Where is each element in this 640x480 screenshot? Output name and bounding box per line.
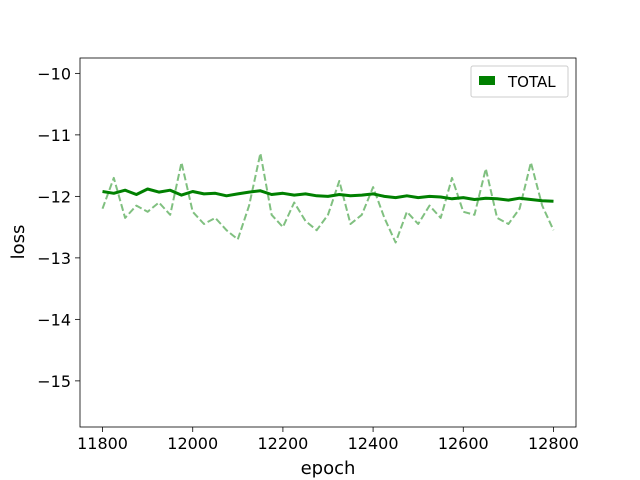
series-layer [101, 152, 555, 244]
plot-area [79, 57, 577, 428]
x-tick-label: 11800 [77, 434, 128, 453]
y-tick-label: −14 [37, 310, 71, 329]
x-tick-label: 12400 [348, 434, 399, 453]
y-tick-label: −12 [37, 187, 71, 206]
x-tick-label: 12200 [257, 434, 308, 453]
y-tick-label: −13 [37, 249, 71, 268]
y-tick-label: −11 [37, 126, 71, 145]
plot-frame [79, 57, 577, 428]
x-tick-label: 12800 [528, 434, 579, 453]
series-line-dashed [101, 152, 555, 244]
x-axis: 11800 12000 12200 12400 12600 12800 [77, 427, 579, 453]
y-tick-label: −10 [37, 64, 71, 83]
x-tick-label: 12000 [167, 434, 218, 453]
legend-swatch-total [479, 76, 495, 85]
legend: TOTAL [470, 65, 569, 98]
series-line-total [102, 187, 554, 203]
x-axis-title: epoch [301, 458, 356, 479]
y-tick-label: −15 [37, 372, 71, 391]
y-axis-title: loss [8, 225, 29, 260]
y-axis: −10 −11 −12 −13 −14 −15 [37, 64, 80, 391]
legend-box [470, 65, 569, 98]
legend-label-total: TOTAL [507, 73, 556, 91]
x-tick-label: 12600 [438, 434, 489, 453]
